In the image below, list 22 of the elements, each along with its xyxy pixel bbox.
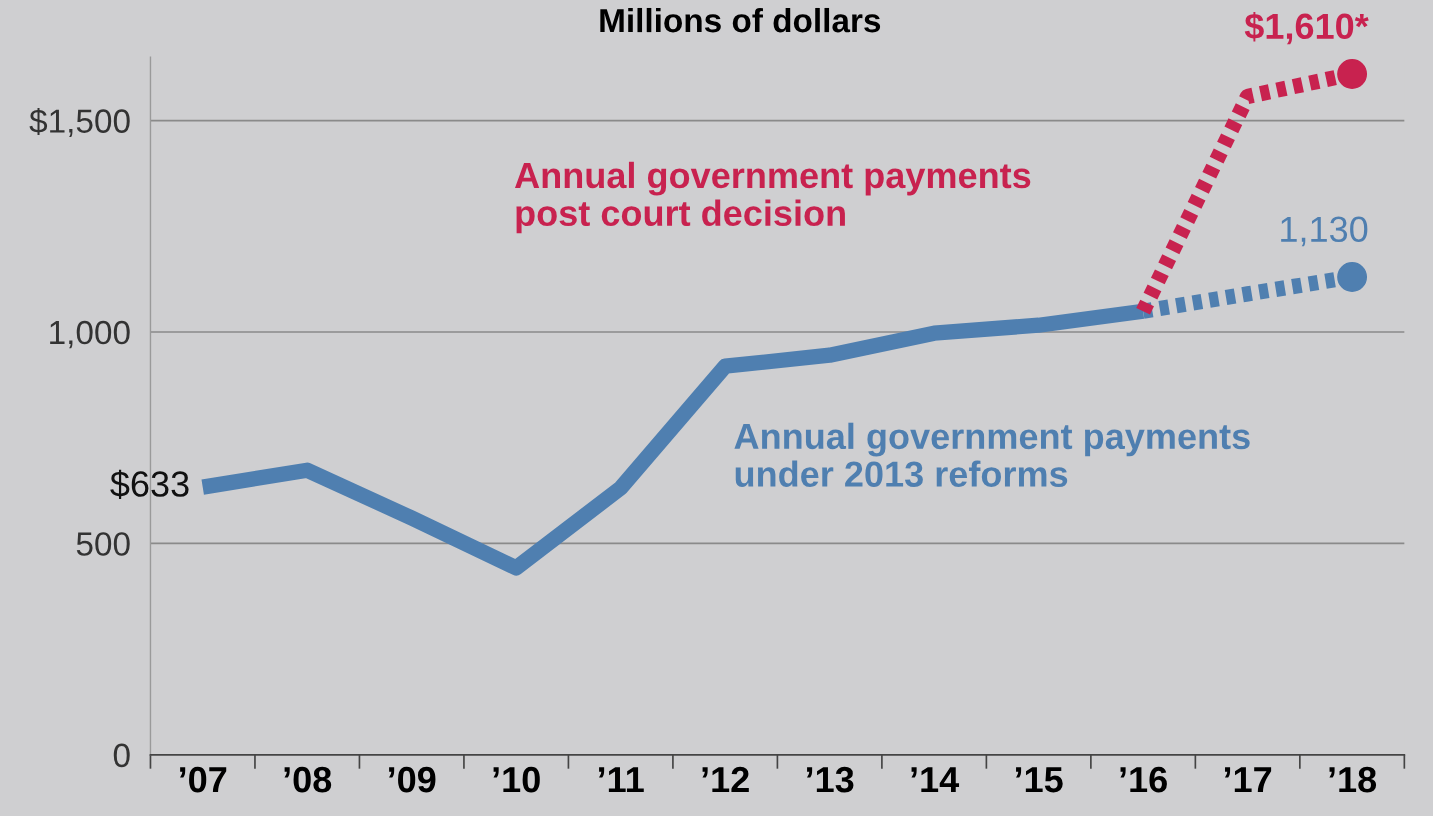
- y-tick-label: 500: [76, 532, 130, 556]
- y-tick-label: 1,000: [50, 320, 130, 349]
- x-tick-label: ’07: [180, 766, 227, 793]
- x-tick-label: ’10: [493, 766, 540, 793]
- series-label: Annual government payments under 2013 reforms: [734, 422, 1250, 488]
- x-tick-label: ’11: [599, 767, 644, 793]
- chart-title: Millions of dollars: [600, 7, 881, 33]
- y-tick-label: 0: [113, 743, 130, 768]
- text: Annual government payments post court decision: [514, 161, 1031, 234]
- x-tick-label: ’12: [702, 766, 749, 793]
- data-label: $633: [110, 469, 189, 499]
- y-tick-label: $1,500: [29, 107, 130, 137]
- x-tick-label: ’09: [389, 766, 436, 793]
- x-tick-label: ’17: [1224, 767, 1272, 793]
- x-tick-label: ’16: [1120, 766, 1167, 793]
- data-label: 1,130: [1281, 216, 1368, 247]
- x-tick-label: ’08: [284, 766, 332, 793]
- x-tick-label: ’15: [1015, 767, 1063, 793]
- data-label: $1,610*: [1244, 11, 1369, 45]
- x-tick-label: ’14: [911, 767, 960, 793]
- x-tick-label: ’13: [807, 766, 854, 793]
- x-tick-label: ’18: [1329, 766, 1377, 793]
